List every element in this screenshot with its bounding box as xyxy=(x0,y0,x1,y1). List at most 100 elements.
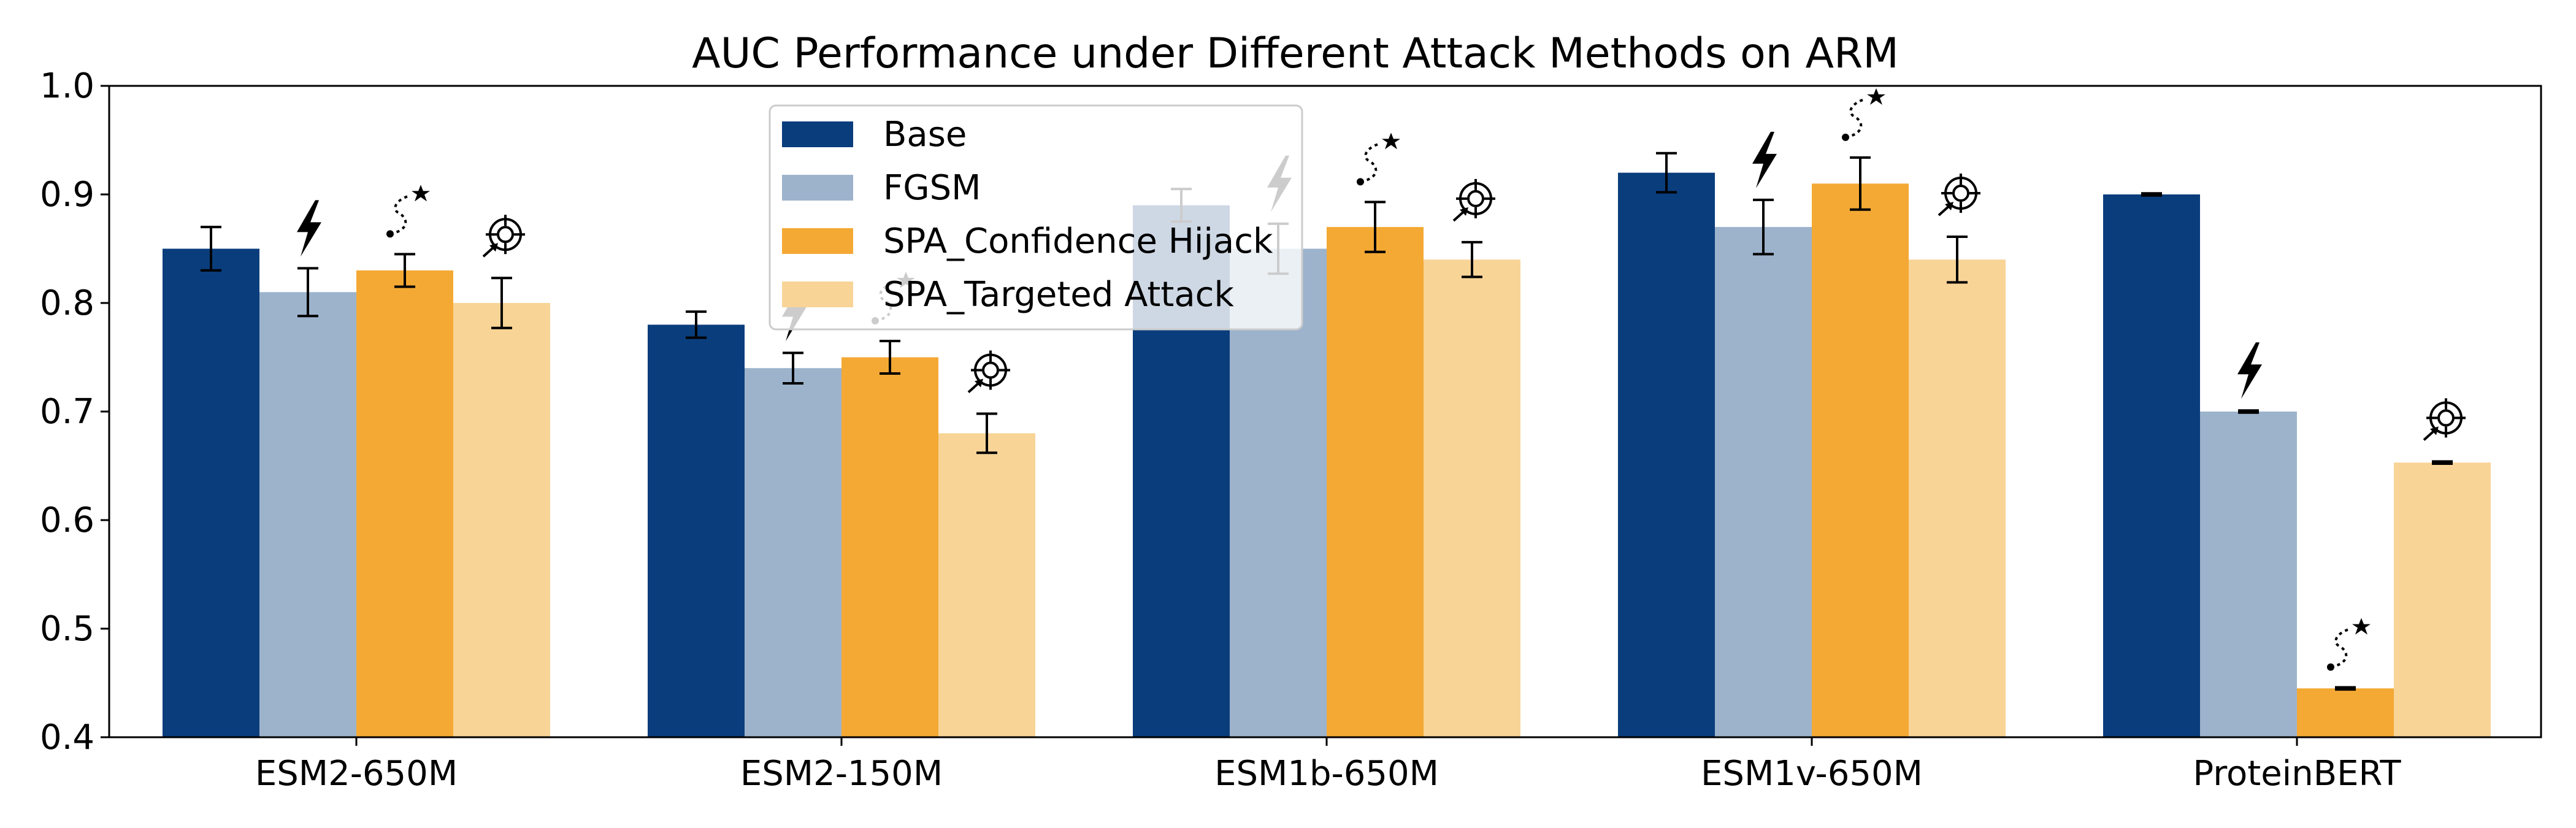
error-bar xyxy=(491,277,512,329)
legend-swatch xyxy=(782,282,853,307)
lightning-shape xyxy=(2237,342,2262,399)
lightning-icon xyxy=(1752,131,1777,188)
target-inner-ring xyxy=(2437,409,2455,427)
lightning-icon xyxy=(297,200,321,257)
bar xyxy=(2297,688,2394,737)
legend-swatch xyxy=(782,175,853,201)
bar xyxy=(1327,227,1424,738)
bar xyxy=(1424,259,1520,737)
path-star-icon xyxy=(2327,618,2371,671)
star-shape xyxy=(1382,132,1400,150)
bar xyxy=(1618,172,1715,738)
target-inner-ring xyxy=(1952,185,1969,202)
y-tick-label: 0.5 xyxy=(40,609,94,649)
arrow-head xyxy=(489,243,498,252)
path-star-icon xyxy=(386,185,430,238)
y-tick-label: 0.7 xyxy=(40,392,94,432)
legend-box xyxy=(769,104,1303,331)
dotted-path xyxy=(2330,627,2351,669)
error-bar xyxy=(976,412,997,454)
path-star-icon xyxy=(1357,132,1400,186)
legend-label: SPA_Confidence Hijack xyxy=(883,221,1273,261)
error-bar xyxy=(1656,151,1677,194)
target-crosshair xyxy=(2426,398,2466,438)
dotted-path xyxy=(389,194,410,236)
bar xyxy=(2103,194,2200,737)
arrow-head xyxy=(2430,426,2439,435)
path-start-dot xyxy=(386,230,394,238)
error-bar xyxy=(2238,409,2259,414)
dotted-path xyxy=(1845,98,1866,139)
error-bar xyxy=(394,253,415,288)
bar xyxy=(1812,183,1909,737)
legend: Base FGSM SPA_Confidence Hijack SPA_Targete… xyxy=(769,104,1303,331)
lightning-shape xyxy=(1752,131,1777,188)
legend-label: Base xyxy=(883,115,967,155)
plot-area xyxy=(163,151,2491,738)
error-bar xyxy=(783,351,803,385)
target-crosshair xyxy=(1941,174,1980,213)
x-tick-label: ESM1v-650M xyxy=(1701,754,1923,794)
target-crosshair xyxy=(971,350,1010,390)
error-bar xyxy=(880,339,900,375)
error-bar xyxy=(2141,192,2162,197)
path-start-dot xyxy=(2327,663,2334,671)
y-tick-label: 0.6 xyxy=(40,500,94,540)
bar xyxy=(259,292,356,737)
dotted-path xyxy=(1360,142,1381,183)
arrow-head xyxy=(1460,207,1468,216)
bar xyxy=(2394,462,2491,737)
target-icon xyxy=(2423,398,2466,441)
error-bar xyxy=(297,267,318,318)
bar xyxy=(648,324,745,737)
x-tick-label: ESM2-650M xyxy=(255,754,458,794)
bar xyxy=(453,303,550,737)
star-shape xyxy=(2352,618,2371,635)
error-bar xyxy=(1947,236,1968,284)
arrow-head xyxy=(975,378,983,388)
bar xyxy=(745,368,841,737)
lightning-icon xyxy=(2237,342,2262,399)
y-axis-ticks: 0.4 0.5 0.6 0.7 0.8 0.9 1.0 xyxy=(40,66,109,757)
y-tick-label: 0.8 xyxy=(40,283,94,323)
attack-icons xyxy=(297,88,2466,671)
legend-swatch xyxy=(782,228,853,254)
bar xyxy=(1909,259,2006,737)
error-bar xyxy=(201,226,221,272)
legend-label: FGSM xyxy=(883,168,981,208)
x-tick-label: ESM1b-650M xyxy=(1214,754,1439,794)
bar xyxy=(1715,227,1812,738)
x-tick-label: ESM2-150M xyxy=(740,754,943,794)
target-crosshair xyxy=(1456,178,1495,218)
y-tick-label: 0.9 xyxy=(40,175,94,215)
error-bar xyxy=(1462,240,1482,278)
lightning-shape xyxy=(297,200,321,257)
target-inner-ring xyxy=(1467,190,1484,207)
target-icon xyxy=(482,215,525,258)
y-tick-label: 0.4 xyxy=(40,718,94,757)
path-start-dot xyxy=(1842,133,1849,141)
target-crosshair xyxy=(486,215,525,255)
star-shape xyxy=(412,185,430,202)
chart-title: AUC Performance under Different Attack M… xyxy=(692,29,1899,78)
bar xyxy=(938,433,1035,737)
error-bar xyxy=(1365,201,1386,253)
target-icon xyxy=(967,350,1010,394)
bar xyxy=(841,357,938,737)
bar xyxy=(163,248,259,737)
target-icon xyxy=(1938,174,1980,217)
bar xyxy=(356,270,453,737)
star-shape xyxy=(1867,88,1885,105)
y-tick-label: 1.0 xyxy=(40,66,94,106)
target-inner-ring xyxy=(497,226,514,243)
error-bar xyxy=(686,310,707,339)
x-axis-ticks: ESM2-650M ESM2-150M ESM1b-650M ESM1v-650M Pr… xyxy=(255,737,2401,794)
x-tick-label: ProteinBERT xyxy=(2193,754,2401,794)
bar xyxy=(2200,412,2297,737)
arrow-head xyxy=(1945,202,1953,211)
error-bar xyxy=(2432,460,2453,465)
legend-swatch xyxy=(782,121,853,147)
target-icon xyxy=(1452,178,1495,222)
error-bar xyxy=(2335,686,2356,691)
